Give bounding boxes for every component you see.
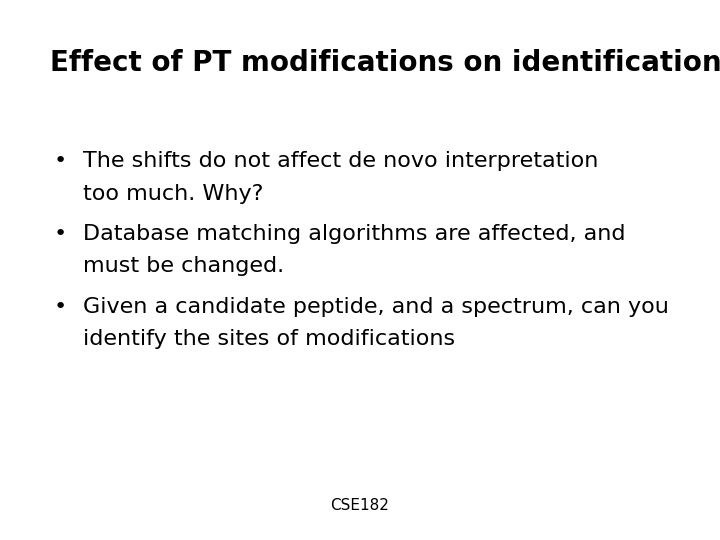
Text: •: • xyxy=(54,224,67,244)
Text: CSE182: CSE182 xyxy=(330,498,390,513)
Text: must be changed.: must be changed. xyxy=(83,256,284,276)
Text: Database matching algorithms are affected, and: Database matching algorithms are affecte… xyxy=(83,224,625,244)
Text: Effect of PT modifications on identification: Effect of PT modifications on identifica… xyxy=(50,49,720,77)
Text: identify the sites of modifications: identify the sites of modifications xyxy=(83,329,455,349)
Text: Given a candidate peptide, and a spectrum, can you: Given a candidate peptide, and a spectru… xyxy=(83,297,669,317)
Text: •: • xyxy=(54,151,67,171)
Text: too much. Why?: too much. Why? xyxy=(83,184,264,204)
Text: •: • xyxy=(54,297,67,317)
Text: The shifts do not affect de novo interpretation: The shifts do not affect de novo interpr… xyxy=(83,151,598,171)
